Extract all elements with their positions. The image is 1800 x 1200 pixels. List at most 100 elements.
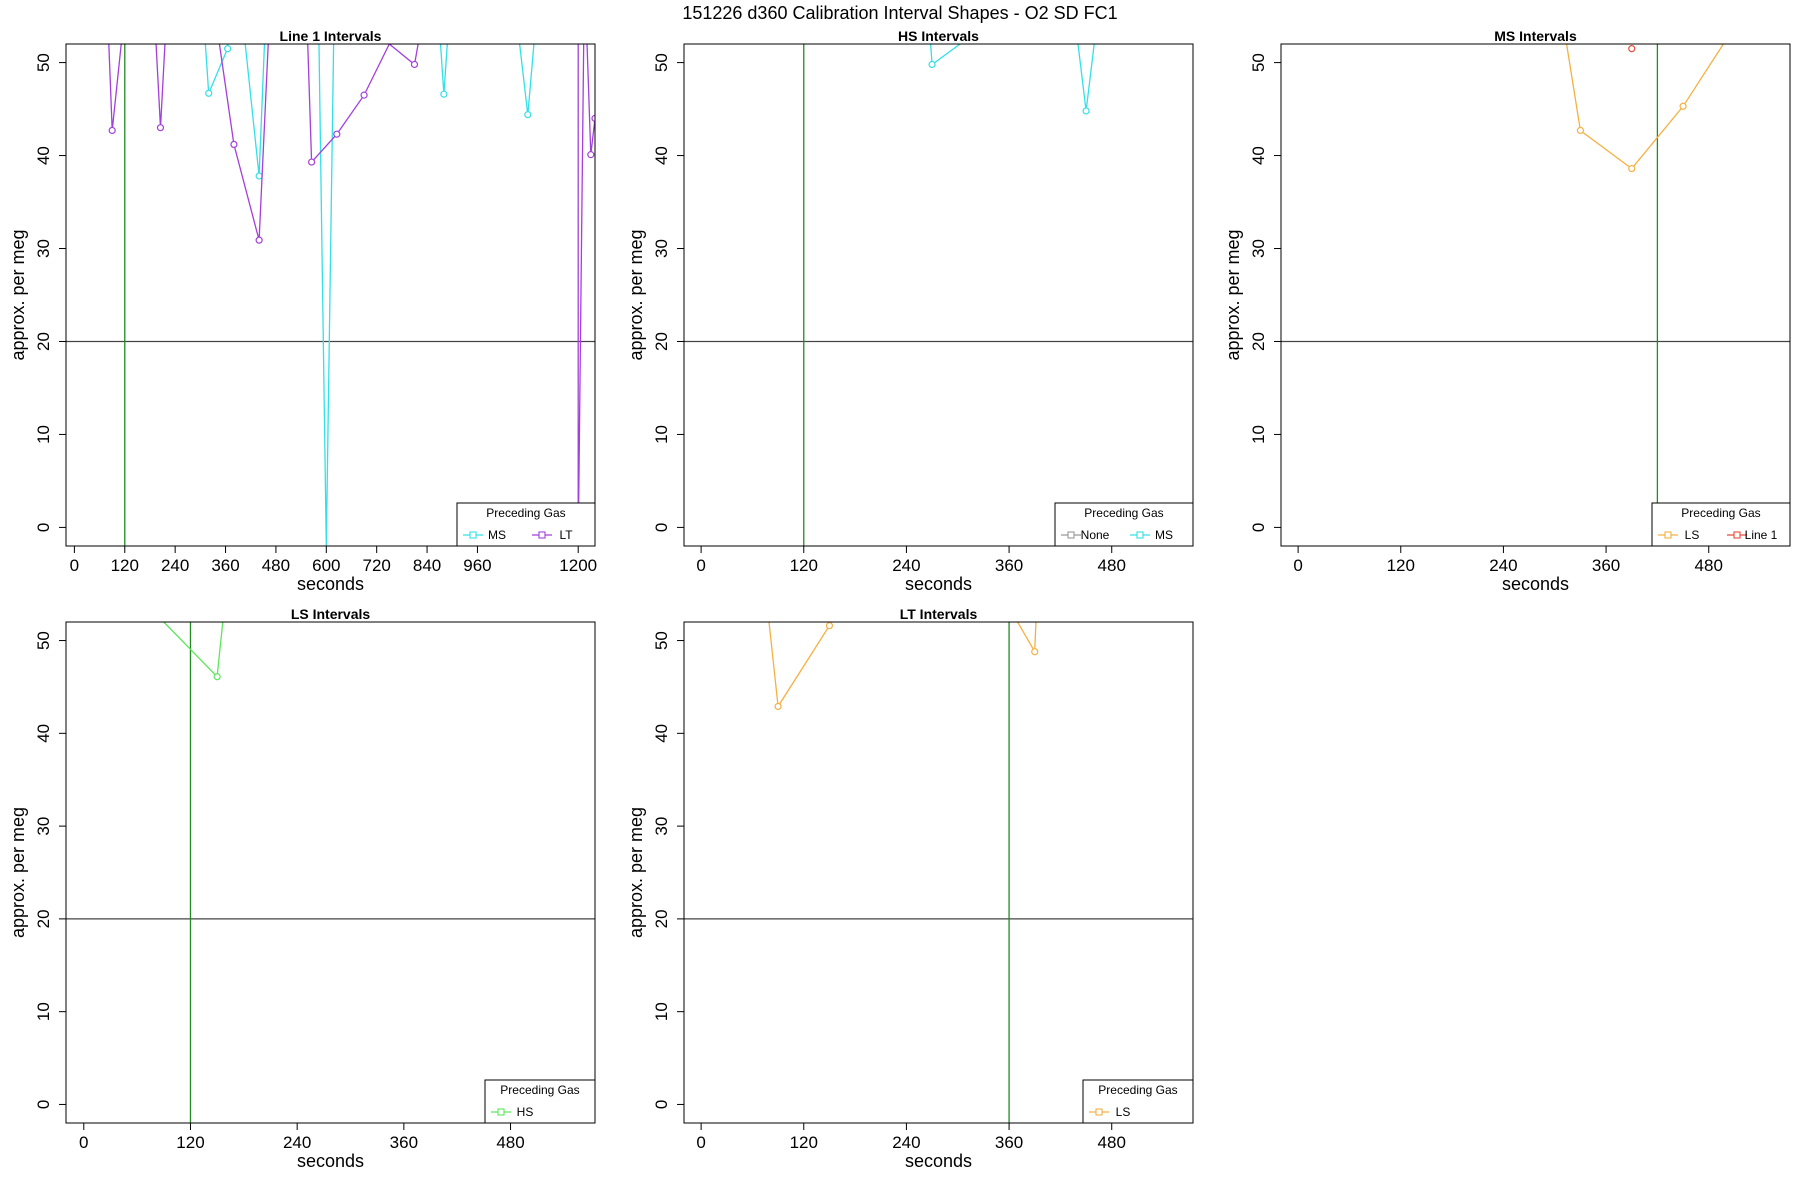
x-tick-label: 120 [111, 556, 139, 575]
x-tick-label: 480 [1098, 1133, 1126, 1152]
data-point [440, 90, 448, 98]
x-axis-label: seconds [297, 1151, 364, 1171]
legend-title: Preceding Gas [1681, 506, 1760, 520]
legend-swatch-marker [1136, 531, 1144, 539]
x-tick-label: 1200 [559, 556, 597, 575]
x-tick-label: 240 [283, 1133, 311, 1152]
y-tick-label: 20 [1249, 332, 1268, 351]
panel-3: MS Intervals 0 120 240 360 480 seconds 0 10 20 30 4… [1223, 28, 1791, 594]
x-tick-label: 120 [790, 1133, 818, 1152]
legend-entry: LS [1685, 528, 1700, 542]
series-line [108, 44, 595, 546]
panel-4: LS Intervals 0 120 240 360 480 seconds 0 10 20 30 4… [8, 606, 596, 1171]
y-tick-label: 0 [652, 523, 671, 532]
legend-entry: Line 1 [1745, 528, 1778, 542]
data-point [255, 236, 263, 244]
y-tick-label: 20 [34, 909, 53, 928]
y-tick-label: 50 [34, 631, 53, 650]
y-tick-label: 30 [652, 239, 671, 258]
y-tick-label: 30 [1249, 239, 1268, 258]
legend-entry: LS [1116, 1105, 1131, 1119]
x-tick-label: 600 [312, 556, 340, 575]
legend-swatch-marker [1067, 531, 1075, 539]
y-axis-label: approx. per meg [8, 807, 28, 938]
legend: Preceding Gas None MS [1054, 502, 1194, 547]
y-tick-label: 20 [34, 332, 53, 351]
plot-frame [683, 621, 1194, 1124]
y-tick-label: 40 [1249, 146, 1268, 165]
reference-lines [66, 622, 595, 1123]
data-point [156, 124, 165, 132]
data-point [1679, 102, 1687, 110]
legend: Preceding Gas LS Line 1 [1651, 502, 1791, 547]
series-line-1 [1628, 45, 1636, 53]
panels: Line 1 Intervals 0 120 240 360 480 600 720 840 96… [8, 28, 1791, 1171]
x-tick-label: 240 [161, 556, 189, 575]
x-tick-label: 240 [1489, 556, 1517, 575]
y-tick-label: 10 [652, 1002, 671, 1021]
y-tick-label: 20 [652, 332, 671, 351]
legend-entry: LT [559, 528, 573, 542]
y-tick-label: 30 [34, 817, 53, 836]
reference-lines [66, 44, 595, 546]
y-axis-label: approx. per meg [626, 229, 646, 360]
x-tick-label: 240 [892, 556, 920, 575]
plot-frame [683, 43, 1194, 547]
y-axis-label: approx. per meg [1223, 229, 1243, 360]
x-tick-label: 360 [1592, 556, 1620, 575]
legend-box [1082, 1079, 1194, 1124]
panel-1: Line 1 Intervals 0 120 240 360 480 600 720 840 96… [8, 28, 597, 594]
legend-swatch-marker [1664, 531, 1672, 539]
plot-frame [65, 621, 596, 1124]
y-tick-label: 10 [34, 1002, 53, 1021]
series-lt [108, 44, 595, 546]
y-tick-label: 10 [1249, 425, 1268, 444]
legend-swatch-marker [469, 531, 477, 539]
panel-5: LT Intervals 0 120 240 360 480 seconds 0 10 20 30 4… [626, 606, 1194, 1171]
x-axis-label: seconds [1502, 574, 1569, 594]
x-tick-label: 0 [696, 556, 705, 575]
legend-swatch-marker [497, 1108, 505, 1116]
panel-2: HS Intervals 0 120 240 360 480 seconds 0 10 20 30 4… [626, 28, 1194, 594]
data-point [591, 114, 595, 122]
main-title: 151226 d360 Calibration Interval Shapes … [682, 3, 1117, 23]
data-point [360, 91, 368, 99]
data-point [255, 172, 263, 180]
series-hs [163, 622, 578, 681]
legend-swatch-marker [1733, 531, 1741, 539]
legend-title: Preceding Gas [1084, 506, 1163, 520]
data-point [825, 622, 834, 630]
y-tick-label: 0 [1249, 523, 1268, 532]
legend-entry: MS [488, 528, 506, 542]
legend-entry: None [1081, 528, 1110, 542]
y-tick-label: 0 [34, 523, 53, 532]
x-tick-label: 120 [1387, 556, 1415, 575]
data-point [1082, 107, 1090, 115]
legend-swatch-marker [1095, 1108, 1103, 1116]
x-tick-label: 360 [995, 556, 1023, 575]
x-tick-label: 360 [390, 1133, 418, 1152]
data-point [410, 60, 419, 69]
data-point [308, 158, 316, 166]
y-tick-label: 20 [652, 909, 671, 928]
data-point [524, 111, 532, 119]
x-tick-label: 120 [790, 556, 818, 575]
panel-title: LS Intervals [291, 606, 371, 622]
y-axis-label: approx. per meg [626, 807, 646, 938]
reference-lines [684, 622, 1193, 1123]
legend-entry: HS [517, 1105, 534, 1119]
series-ls [768, 622, 1039, 711]
legend-title: Preceding Gas [1098, 1083, 1177, 1097]
y-tick-label: 30 [652, 817, 671, 836]
data-point [587, 151, 595, 159]
y-axis-label: approx. per meg [8, 229, 28, 360]
x-tick-label: 240 [892, 1133, 920, 1152]
series-ms [928, 44, 1095, 115]
reference-lines [684, 44, 1193, 546]
legend-swatch-marker [538, 531, 546, 539]
x-tick-label: 360 [995, 1133, 1023, 1152]
y-tick-label: 10 [34, 425, 53, 444]
y-tick-label: 10 [652, 425, 671, 444]
legend-box [484, 1079, 596, 1124]
legend-box [1054, 502, 1194, 547]
